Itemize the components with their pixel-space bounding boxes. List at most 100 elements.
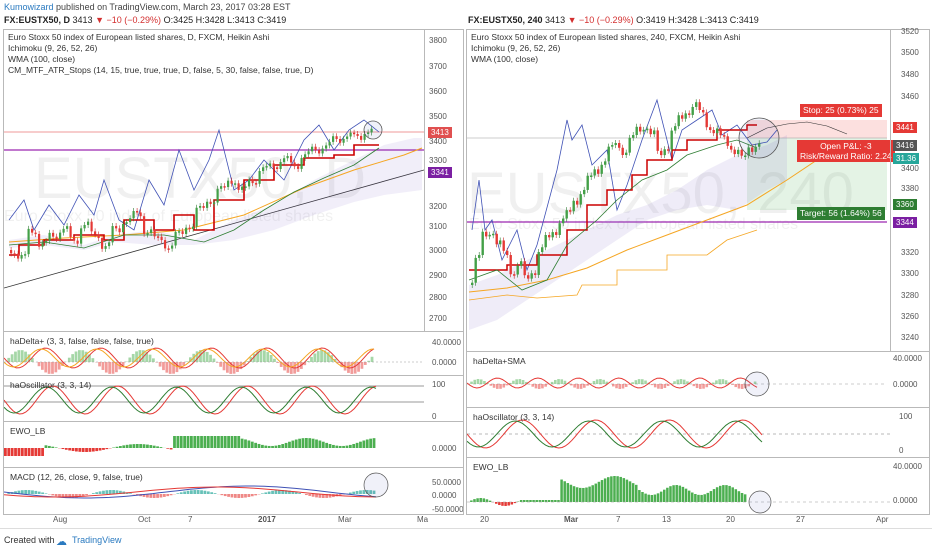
hadelta-bar	[102, 362, 105, 370]
right-symbol-info: FX:EUSTX50, 240 3413 ▼ −10 (−0.29%) O:34…	[468, 15, 759, 25]
ewo-bar	[579, 488, 582, 502]
left-macd-panel[interactable]: MACD (12, 26, close, 9, false, true) 50.…	[3, 467, 464, 515]
ewo-bar	[473, 499, 476, 502]
y-tick: 0	[432, 412, 436, 421]
ewo-bar	[271, 446, 274, 448]
hadelta-bar	[515, 379, 518, 384]
ewo-bar	[675, 485, 678, 502]
ewo-bar	[632, 483, 635, 502]
right-haoscillator-panel[interactable]: haOscillator (3, 3, 14) 100 0	[466, 407, 930, 459]
hadelta-bar	[644, 381, 647, 384]
macd-hist	[156, 494, 159, 498]
hadelta-bar	[206, 352, 209, 362]
hadelta-bar	[112, 362, 115, 374]
left-legend-title: Euro Stoxx 50 index of European listed s…	[8, 32, 314, 43]
ewo-bar	[200, 436, 203, 448]
y-tick: 100	[432, 380, 445, 389]
hadelta-bar	[48, 362, 51, 374]
ewo-bar	[217, 436, 220, 448]
hadelta-bar	[105, 362, 108, 373]
ewo-bar	[489, 501, 492, 502]
x-tick: 2017	[258, 515, 276, 524]
hadelta-bar	[81, 350, 84, 362]
ewo-bar	[180, 436, 183, 448]
ewo-bar	[308, 438, 311, 448]
right-high: H:3428	[668, 15, 697, 25]
ewo-bar	[744, 494, 747, 502]
down-arrow-icon: ▼	[95, 15, 104, 25]
hadelta-bar	[162, 362, 165, 370]
ewo-bar	[214, 436, 217, 448]
y-tick: 0.0000	[893, 380, 917, 389]
hadelta-bar	[654, 384, 657, 387]
author-link[interactable]: Kumowizard	[4, 2, 54, 12]
ewo-bar	[647, 495, 650, 502]
right-hadelta-panel[interactable]: haDelta+SMA 40.0000 0.0000	[466, 351, 930, 409]
hadelta-bar	[557, 379, 560, 384]
ewo-bar	[346, 446, 349, 448]
y-tick: 0.0000	[432, 491, 456, 500]
macd-hist	[176, 493, 179, 494]
ewo-bar	[476, 498, 479, 502]
left-haoscillator-panel[interactable]: haOscillator (3, 3, 14) 100 0	[3, 375, 464, 423]
macd-hist	[160, 494, 163, 498]
hadelta-bar	[531, 384, 534, 387]
y-tick: 3700	[429, 62, 447, 71]
ewo-bar	[153, 446, 156, 448]
right-ewo-panel[interactable]: EWO_LB 40.0000 0.0000	[466, 457, 930, 515]
ewo-bar	[126, 445, 129, 448]
x-tick: 20	[480, 515, 489, 524]
right-main-panel[interactable]: EUSTX50, 240 Euro Stoxx 50 index of Euro…	[466, 29, 930, 353]
hadelta-bar	[596, 379, 599, 384]
macd-hist	[38, 492, 41, 494]
hadelta-sma-plot	[467, 352, 929, 408]
hadelta-bar	[693, 384, 696, 386]
ewo-bar	[548, 500, 551, 502]
ewo-bar	[366, 439, 369, 448]
macd-hist	[220, 494, 223, 495]
hadelta-bar	[499, 384, 502, 389]
ewo-bar	[511, 502, 514, 505]
macd-hist	[51, 494, 54, 495]
ewo-bar	[210, 436, 213, 448]
ewo-bar	[295, 440, 298, 448]
macd-hist	[237, 494, 240, 498]
ewo-bar	[560, 480, 563, 502]
hadelta-bar	[263, 350, 266, 362]
tag-3136: 31.36	[893, 153, 919, 164]
y-tick: 0.0000	[432, 444, 456, 453]
stop-label: Stop: 25 (0.73%) 25	[800, 104, 882, 117]
hadelta-bar	[14, 352, 17, 362]
ewo-bar	[45, 445, 48, 448]
hadelta-bar	[699, 384, 702, 389]
left-price-axis[interactable]: 3800 3700 3600 3500 3400 3300 3200 3100 …	[424, 29, 425, 331]
x-tick: Apr	[876, 515, 888, 524]
tradingview-brand[interactable]: TradingView	[72, 535, 122, 545]
left-time-axis[interactable]: Aug Oct 7 2017 Mar Ma	[3, 514, 462, 528]
ewo-bar	[352, 444, 355, 448]
macd-hist	[85, 494, 88, 495]
hadelta-bar	[544, 384, 547, 387]
macd-hist	[264, 492, 267, 494]
left-ewo-panel[interactable]: EWO_LB 0.0000	[3, 421, 464, 469]
right-time-axis[interactable]: 20 Mar 7 13 20 27 Apr	[466, 514, 928, 528]
left-hadelta-panel[interactable]: haDelta+ (3, 3, false, false, false, tru…	[3, 331, 464, 377]
right-open: O:3419	[636, 15, 666, 25]
ewo-bar	[356, 443, 359, 448]
ewo-bar	[339, 446, 342, 448]
left-main-panel[interactable]: EUSTX50, D Euro Stoxx 50 index of Europe…	[3, 29, 464, 333]
ewo-bar	[315, 440, 318, 448]
hadelta-bar	[570, 384, 573, 385]
macd-hist	[214, 493, 217, 494]
ewo-bar	[576, 487, 579, 502]
ewo-bar	[669, 486, 672, 502]
right-price-axis[interactable]: 3520 3500 3480 3460 3400 3380 3320 3300 …	[890, 29, 891, 351]
y-tick: 2800	[429, 293, 447, 302]
ewo-plot	[467, 458, 929, 514]
hadelta-bar	[219, 362, 222, 367]
macd-hist	[112, 490, 115, 494]
y-tick: 0.0000	[432, 358, 456, 367]
macd-hist	[163, 494, 166, 497]
y-tick: 3000	[429, 246, 447, 255]
hadelta-bar	[551, 382, 554, 384]
